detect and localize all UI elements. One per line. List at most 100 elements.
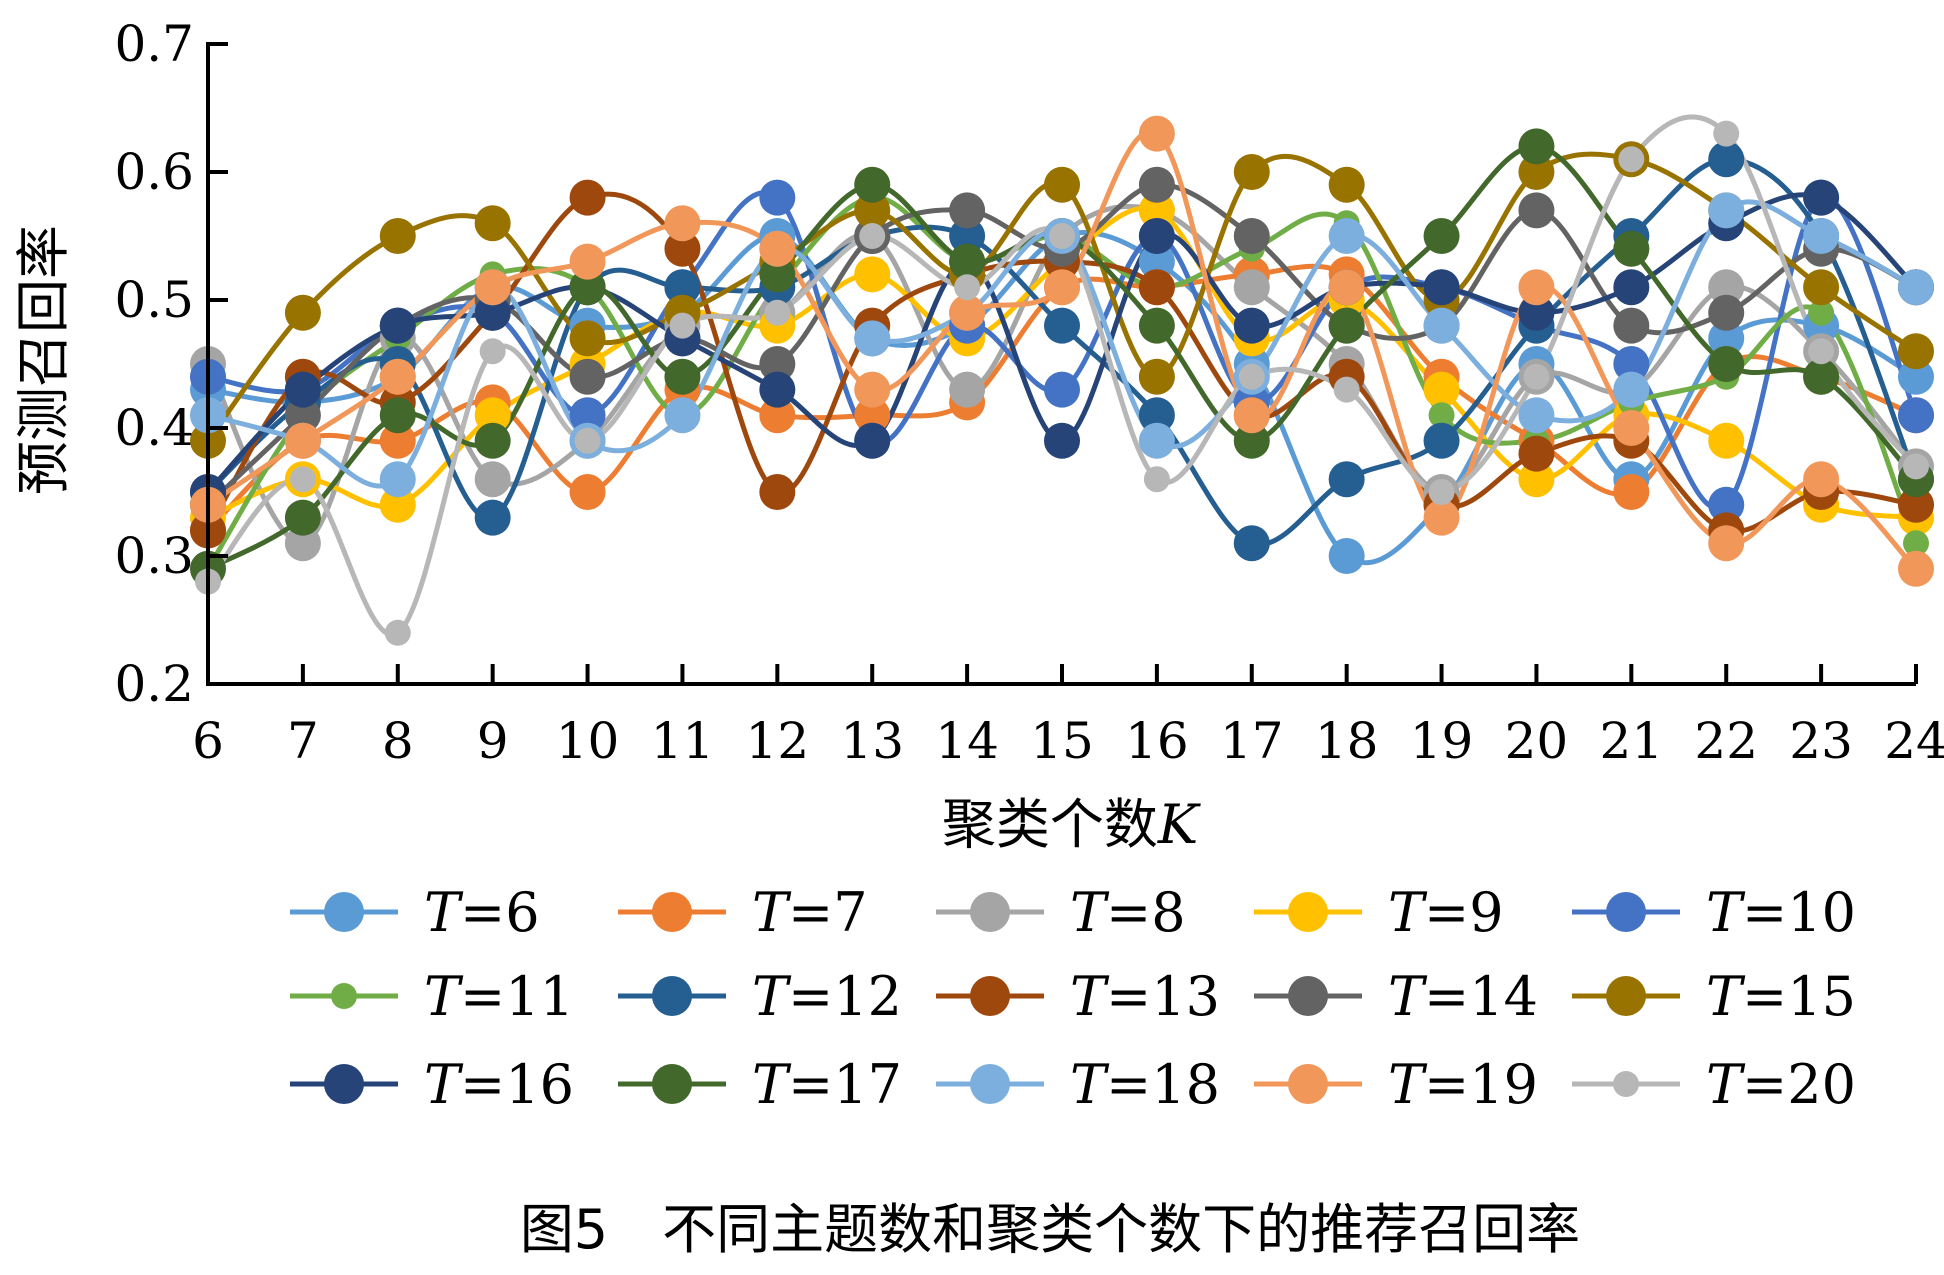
point-t-10 (1708, 486, 1745, 523)
point-t-14 (1518, 192, 1555, 229)
legend-item-t-6: T=6 (290, 881, 540, 944)
legend-label: T=18 (1070, 1053, 1220, 1116)
legend-label: T=9 (1388, 881, 1504, 944)
point-t-19 (1518, 269, 1555, 306)
legend-marker (970, 1064, 1010, 1104)
point-t-17 (1423, 218, 1460, 254)
point-t-20 (1238, 363, 1265, 390)
point-t-17 (1708, 346, 1745, 382)
point-t-14 (569, 358, 606, 395)
point-t-17 (1803, 358, 1840, 395)
legend-label: T=20 (1706, 1053, 1856, 1116)
point-t-17 (474, 422, 511, 459)
legend-marker (652, 892, 692, 932)
legend-item-t-9: T=9 (1254, 881, 1504, 944)
point-t-19 (1423, 499, 1460, 536)
point-t-19 (1233, 397, 1270, 434)
point-t-20 (1713, 120, 1740, 147)
legend-item-t-10: T=10 (1572, 881, 1856, 944)
legend-marker (1288, 1064, 1328, 1104)
legend-item-t-14: T=14 (1254, 965, 1538, 1028)
legend-marker (1288, 976, 1328, 1016)
legend: T=6 T=7 T=8 T=9 T=10 T=11 T=12 T=13 T=14 T=15 T=16… (290, 881, 1856, 1116)
point-t-6 (1138, 243, 1175, 280)
y-tick-label: 0.4 (114, 399, 194, 457)
point-t-9 (474, 397, 511, 434)
legend-item-t-13: T=13 (936, 965, 1220, 1028)
point-t-20 (669, 312, 696, 339)
point-t-20 (384, 619, 411, 646)
point-t-7 (1613, 474, 1650, 510)
point-t-12 (664, 269, 701, 306)
x-tick-label: 21 (1600, 712, 1664, 770)
point-t-15 (569, 320, 606, 357)
legend-marker (652, 1064, 692, 1104)
x-tick-label: 13 (840, 712, 904, 770)
point-t-11 (1808, 299, 1835, 326)
point-t-15 (284, 294, 321, 331)
point-t-14 (949, 192, 986, 229)
point-t-14 (1708, 294, 1745, 331)
legend-marker (970, 892, 1010, 932)
point-t-10 (1613, 346, 1650, 382)
point-t-16 (284, 371, 321, 408)
point-t-16 (1803, 179, 1840, 216)
point-t-19 (284, 422, 321, 459)
point-t-16 (1233, 307, 1270, 344)
point-t-15 (1138, 358, 1175, 395)
x-tick-label: 6 (192, 712, 224, 770)
point-t-17 (1233, 422, 1270, 459)
y-tick-label: 0.7 (114, 15, 194, 73)
point-t-17 (664, 358, 701, 395)
point-t-16 (1518, 294, 1555, 331)
point-t-20 (574, 427, 601, 454)
legend-marker (652, 976, 692, 1016)
point-t-7 (759, 397, 796, 434)
point-t-18 (1803, 218, 1840, 254)
point-t-15 (1044, 166, 1080, 203)
point-t-13 (664, 230, 701, 267)
x-tick-label: 8 (382, 712, 414, 770)
point-t-12 (1138, 397, 1175, 434)
legend-label: T=16 (424, 1053, 574, 1116)
x-tick-label: 19 (1410, 712, 1474, 770)
point-t-9 (1518, 461, 1555, 498)
x-tick-label: 7 (287, 712, 319, 770)
point-t-15 (854, 192, 891, 229)
point-t-9 (1138, 192, 1175, 229)
x-tick-label: 24 (1884, 712, 1944, 770)
point-t-7 (379, 422, 416, 459)
point-t-16 (474, 294, 511, 331)
point-t-12 (1044, 307, 1080, 344)
point-t-10 (1044, 371, 1080, 408)
legend-item-t-19: T=19 (1254, 1053, 1538, 1116)
legend-item-t-17: T=17 (618, 1053, 902, 1116)
legend-label: T=11 (424, 965, 574, 1028)
point-t-15 (474, 205, 511, 242)
point-t-20 (859, 223, 886, 249)
legend-marker (1288, 892, 1328, 932)
point-t-12 (1423, 422, 1460, 459)
legend-item-t-20: T=20 (1572, 1053, 1856, 1116)
point-t-19 (1613, 410, 1650, 446)
point-t-13 (1138, 269, 1175, 306)
x-tick-label: 10 (556, 712, 620, 770)
point-t-12 (949, 218, 986, 254)
point-t-12 (1233, 525, 1270, 562)
legend-label: T=10 (1706, 881, 1856, 944)
point-t-12 (474, 499, 511, 536)
point-t-8 (1708, 269, 1745, 306)
point-t-16 (379, 307, 416, 344)
x-tick-label: 12 (746, 712, 810, 770)
point-t-6 (1328, 538, 1365, 574)
point-t-13 (569, 179, 606, 216)
x-tick-label: 17 (1220, 712, 1284, 770)
point-t-20 (1049, 223, 1075, 249)
point-t-18 (1613, 371, 1650, 408)
point-t-6 (1898, 358, 1934, 395)
point-t-20 (1808, 338, 1835, 365)
x-axis-title-variable: K (1157, 793, 1201, 856)
point-t-19 (1328, 269, 1365, 306)
point-t-16 (1613, 269, 1650, 306)
